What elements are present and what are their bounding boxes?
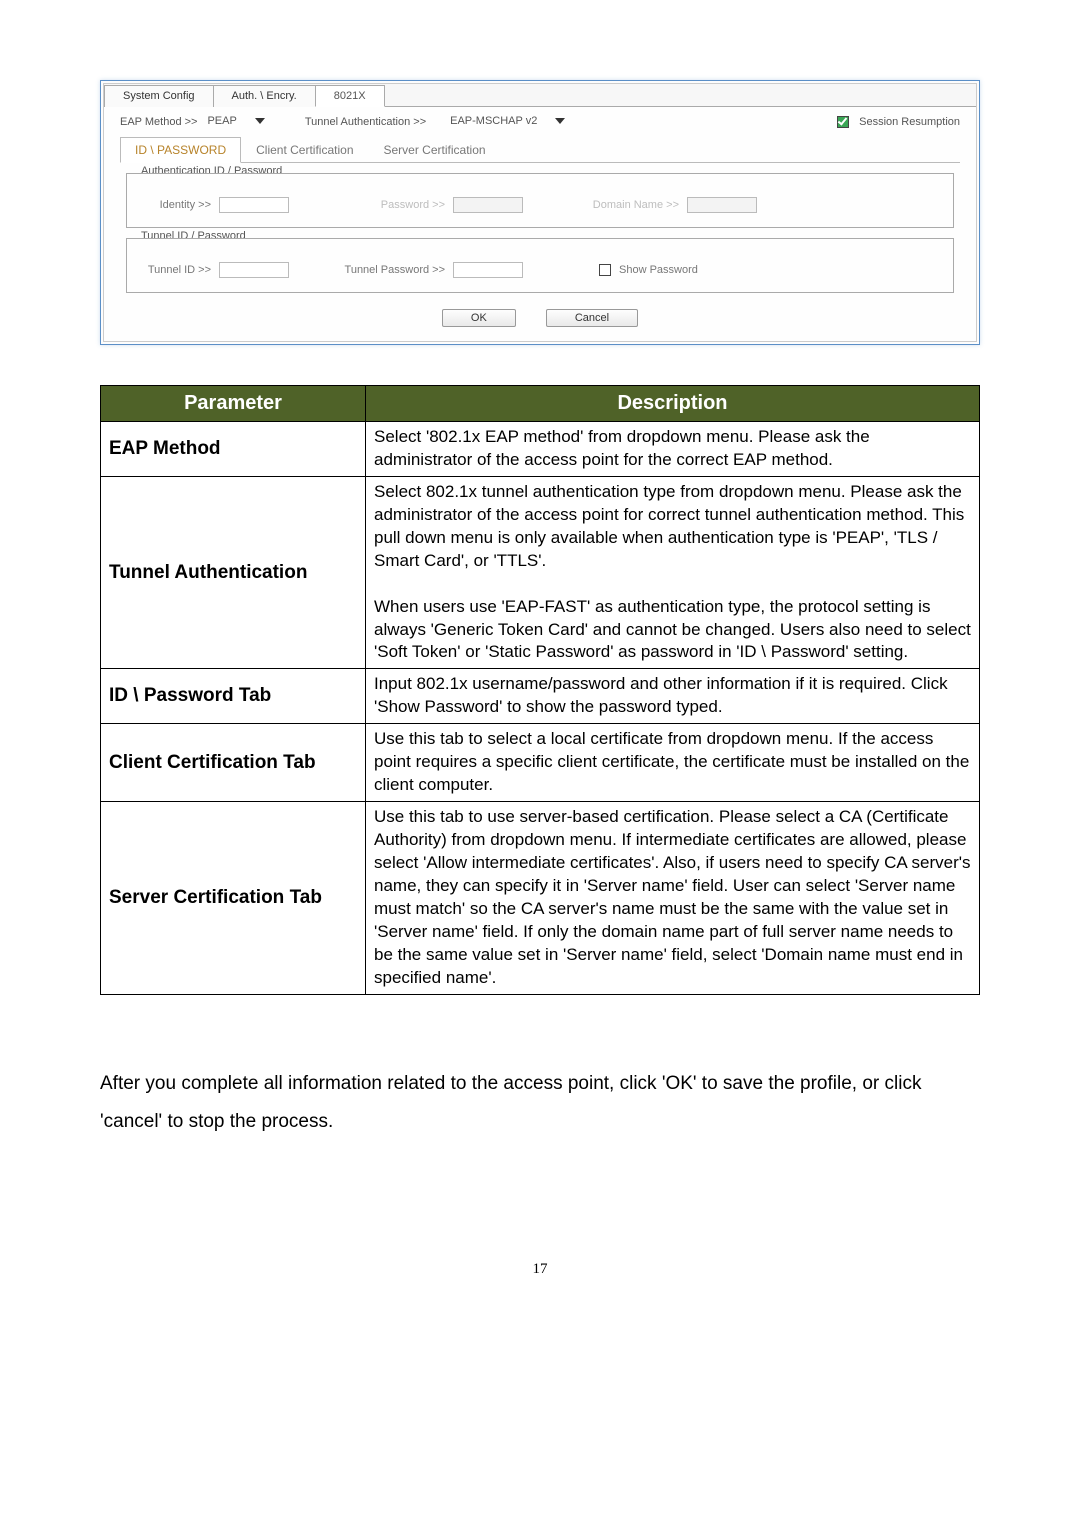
outer-tabs: System Config Auth. \ Encry. 8021X	[104, 84, 976, 107]
parameter-cell: Client Certification Tab	[101, 724, 366, 802]
group-tunnel-id-password: Tunnel ID / Password Tunnel ID >> Tunnel…	[126, 238, 954, 293]
parameter-cell: ID \ Password Tab	[101, 669, 366, 724]
page-number: 17	[100, 1261, 980, 1278]
button-label: Cancel	[575, 312, 609, 324]
parameter-cell: Server Certification Tab	[101, 802, 366, 995]
column-header-description: Description	[366, 386, 980, 422]
tab-8021x[interactable]: 8021X	[315, 85, 385, 107]
tunnel-auth-value: EAP-MSCHAP v2	[450, 115, 537, 127]
eap-method-label: EAP Method >>	[120, 116, 197, 128]
chevron-down-icon	[555, 118, 565, 124]
show-password-checkbox[interactable]	[599, 264, 611, 276]
inner-tabs: ID \ PASSWORD Client Certification Serve…	[120, 136, 960, 163]
tab-label: ID \ PASSWORD	[135, 143, 226, 157]
tunnel-password-label: Tunnel Password >>	[335, 264, 445, 276]
group-title: Authentication ID / Password	[137, 165, 286, 177]
group-title: Tunnel ID / Password	[137, 230, 250, 242]
table-row: ID \ Password TabInput 802.1x username/p…	[101, 669, 980, 724]
tab-system-config[interactable]: System Config	[104, 85, 214, 107]
description-cell: Input 802.1x username/password and other…	[366, 669, 980, 724]
domain-name-input	[687, 197, 757, 213]
tab-auth-encry[interactable]: Auth. \ Encry.	[213, 85, 316, 107]
description-cell: Use this tab to use server-based certifi…	[366, 802, 980, 995]
identity-input[interactable]	[219, 197, 289, 213]
tab-label: 8021X	[334, 90, 366, 102]
chevron-down-icon	[255, 118, 265, 124]
session-resumption-label: Session Resumption	[859, 116, 960, 128]
description-cell: Select '802.1x EAP method' from dropdown…	[366, 422, 980, 477]
table-row: EAP MethodSelect '802.1x EAP method' fro…	[101, 422, 980, 477]
tunnel-auth-select[interactable]: EAP-MSCHAP v2	[450, 115, 565, 128]
button-label: OK	[471, 312, 487, 324]
tunnel-id-input[interactable]	[219, 262, 289, 278]
tunnel-auth-label: Tunnel Authentication >>	[305, 116, 426, 128]
eap-method-value: PEAP	[207, 115, 236, 127]
tab-label: System Config	[123, 90, 195, 102]
show-password-label: Show Password	[619, 264, 698, 276]
password-label: Password >>	[365, 199, 445, 211]
parameter-cell: EAP Method	[101, 422, 366, 477]
group-auth-id-password: Authentication ID / Password Identity >>…	[126, 173, 954, 228]
dialog-screenshot: System Config Auth. \ Encry. 8021X EAP M…	[100, 80, 980, 345]
tab-server-certification[interactable]: Server Certification	[369, 137, 501, 163]
table-row: Tunnel AuthenticationSelect 802.1x tunne…	[101, 476, 980, 669]
table-row: Client Certification TabUse this tab to …	[101, 724, 980, 802]
tab-label: Client Certification	[256, 143, 353, 157]
column-header-parameter: Parameter	[101, 386, 366, 422]
cancel-button[interactable]: Cancel	[546, 309, 638, 327]
session-resumption-checkbox[interactable]	[837, 116, 849, 128]
table-row: Server Certification TabUse this tab to …	[101, 802, 980, 995]
tunnel-id-label: Tunnel ID >>	[141, 264, 211, 276]
parameter-description-table: Parameter Description EAP MethodSelect '…	[100, 385, 980, 995]
tab-client-certification[interactable]: Client Certification	[241, 137, 368, 163]
tunnel-password-input[interactable]	[453, 262, 523, 278]
eap-method-select[interactable]: PEAP	[207, 115, 264, 128]
parameter-cell: Tunnel Authentication	[101, 476, 366, 669]
ok-button[interactable]: OK	[442, 309, 516, 327]
password-input	[453, 197, 523, 213]
tab-label: Auth. \ Encry.	[232, 90, 297, 102]
tab-id-password[interactable]: ID \ PASSWORD	[120, 137, 241, 163]
identity-label: Identity >>	[141, 199, 211, 211]
body-paragraph: After you complete all information relat…	[100, 1065, 980, 1141]
description-cell: Select 802.1x tunnel authentication type…	[366, 476, 980, 669]
description-cell: Use this tab to select a local certifica…	[366, 724, 980, 802]
domain-name-label: Domain Name >>	[579, 199, 679, 211]
tab-label: Server Certification	[384, 143, 486, 157]
